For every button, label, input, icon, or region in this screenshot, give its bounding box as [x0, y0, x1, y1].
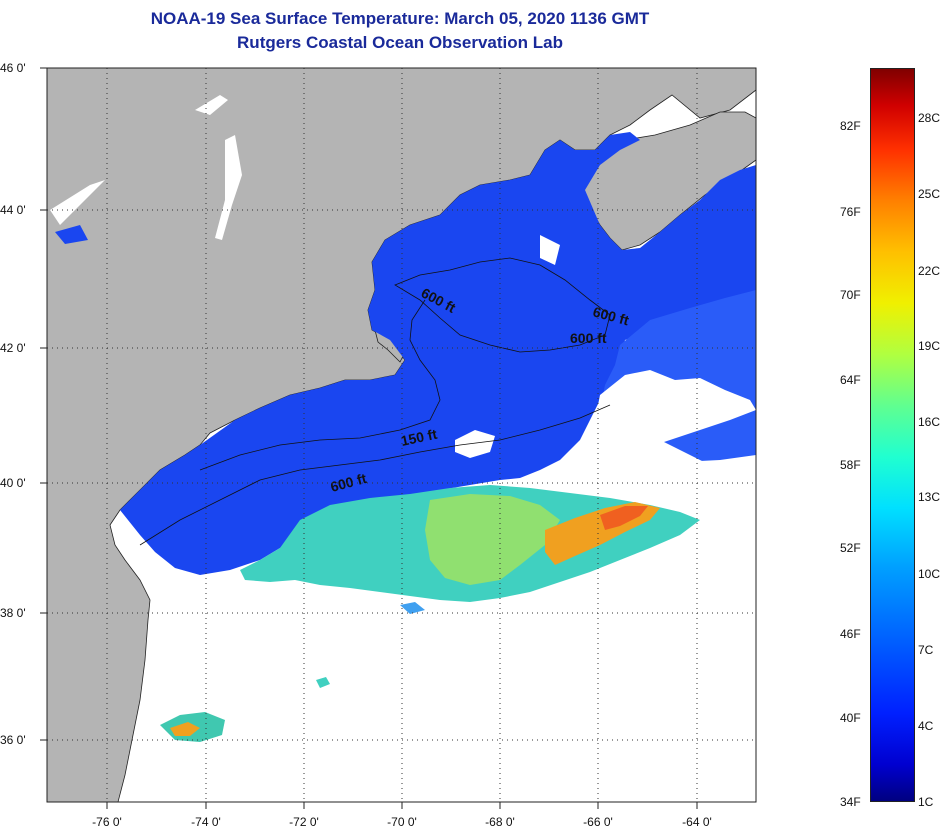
temperature-colorbar	[870, 68, 915, 802]
colorbar-f-58: 58F	[840, 458, 861, 472]
lake-1	[195, 95, 228, 115]
sst-small-patch-2	[400, 602, 425, 614]
lon-label-66: -66 0'	[583, 815, 613, 829]
lon-label-64: -64 0'	[682, 815, 712, 829]
lat-label-38: 38 0'	[0, 606, 26, 620]
lon-label-76: -76 0'	[92, 815, 122, 829]
cloud-patch-4	[540, 235, 560, 265]
colorbar-c-25: 25C	[918, 187, 941, 201]
colorbar-f-46: 46F	[840, 627, 861, 641]
colorbar-c-1: 1C	[918, 795, 934, 809]
contour-gulf-of-maine	[394, 257, 611, 353]
lake-4	[55, 225, 88, 244]
colorbar-c-19: 19C	[918, 339, 941, 353]
colorbar-f-34: 34F	[840, 795, 861, 809]
lat-label-46: 46 0'	[0, 61, 26, 75]
contour-600ft-shelf	[139, 404, 611, 546]
sst-small-patch	[316, 677, 330, 688]
lon-label-70: -70 0'	[387, 815, 417, 829]
lon-label-68: -68 0'	[485, 815, 515, 829]
sst-shelf-water	[120, 132, 756, 575]
colorbar-c-22: 22C	[918, 264, 941, 278]
lat-label-36: 36 0'	[0, 733, 26, 747]
colorbar-f-82: 82F	[840, 119, 861, 133]
contour-150ft	[199, 299, 441, 471]
colorbar-f-52: 52F	[840, 541, 861, 555]
colorbar-c-7: 7C	[918, 643, 934, 657]
colorbar-f-64: 64F	[840, 373, 861, 387]
colorbar-c-13: 13C	[918, 490, 941, 504]
axis-ticks	[40, 67, 698, 809]
sst-eddy-south-core	[170, 722, 200, 736]
colorbar-f-70: 70F	[840, 288, 861, 302]
sst-gulf-stream-core	[600, 506, 648, 530]
cloud-patch-1	[585, 370, 756, 460]
lon-label-72: -72 0'	[289, 815, 319, 829]
lat-label-42: 42 0'	[0, 341, 26, 355]
map-title: NOAA-19 Sea Surface Temperature: March 0…	[150, 9, 650, 28]
contour-label-3: 600 ft	[570, 330, 607, 346]
colorbar-c-28: 28C	[918, 111, 941, 125]
colorbar-c-10: 10C	[918, 567, 941, 581]
colorbar-f-76: 76F	[840, 205, 861, 219]
lon-label-74: -74 0'	[191, 815, 221, 829]
sst-green-band	[425, 494, 560, 585]
colorbar-c-4: 4C	[918, 719, 934, 733]
cloud-patch-3	[645, 455, 756, 505]
colorbar-f-40: 40F	[840, 711, 861, 725]
lat-label-40: 40 0'	[0, 476, 26, 490]
cloud-patch-2	[455, 430, 495, 458]
graticule	[47, 68, 756, 802]
lake-3	[50, 180, 105, 225]
lake-2	[215, 135, 242, 240]
contour-label-4: 150 ft	[399, 426, 438, 449]
lat-label-44: 44 0'	[0, 203, 26, 217]
colorbar-c-16: 16C	[918, 415, 941, 429]
map-subtitle: Rutgers Coastal Ocean Observation Lab	[237, 33, 563, 52]
